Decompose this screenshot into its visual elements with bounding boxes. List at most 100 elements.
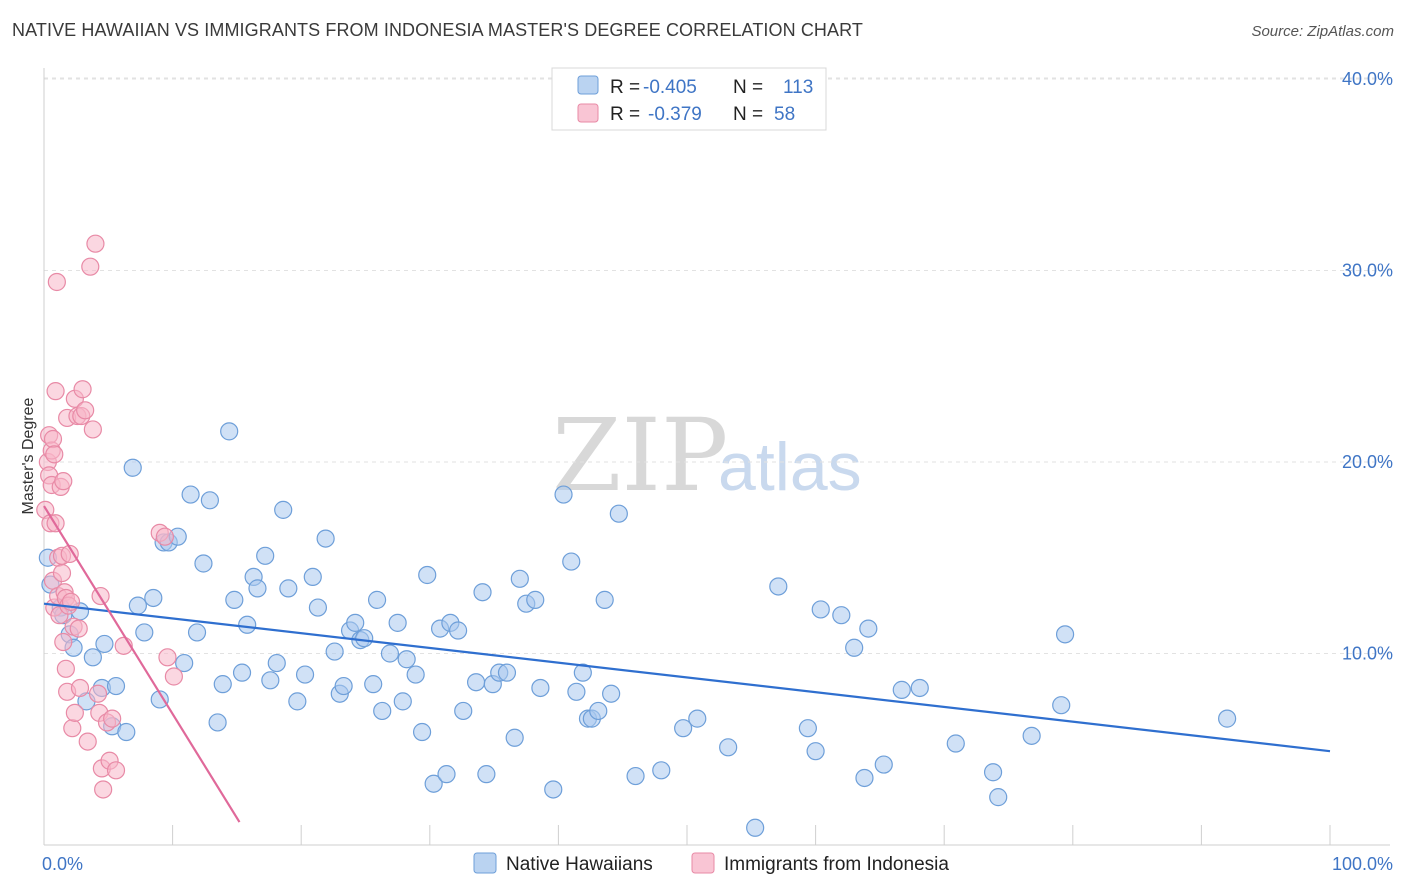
data-point [238,615,257,634]
legend-r-value: -0.405 [643,77,697,98]
data-point [150,690,169,709]
data-point [279,579,298,598]
data-point [52,563,72,583]
data-point [364,675,383,694]
data-point [946,734,965,753]
x-axis-ticks [43,825,1331,845]
data-point [798,719,817,738]
y-tick-label: 20.0% [1342,452,1393,472]
x-tick-label: 100.0% [1332,854,1393,874]
data-point [473,583,492,602]
watermark-atlas: atlas [718,429,862,505]
data-point [367,590,387,609]
data-point [213,675,232,694]
data-point [688,709,707,728]
data-point [158,648,177,667]
data-point [573,663,592,682]
legend-n-label: N = [733,104,763,125]
data-point [373,701,392,721]
data-point [892,680,911,699]
data-point [232,663,252,682]
data-point [989,788,1008,807]
data-point [983,763,1003,782]
bottom-legend-native-hawaiians: Native Hawaiians [506,854,653,875]
data-point [855,768,874,788]
data-point [589,701,608,721]
data-point [626,766,645,786]
data-point [200,491,219,510]
data-point [295,665,315,684]
data-point [811,600,830,619]
data-point [135,623,154,642]
data-point [274,500,293,519]
data-point [86,234,105,253]
data-point [56,659,75,678]
y-axis-label: Master's Degree [20,397,37,514]
data-point [1055,625,1075,644]
data-point [437,765,456,784]
y-tick-labels: 10.0% 20.0% 30.0% 40.0% [1342,69,1393,664]
data-point [54,472,73,491]
data-point [454,701,473,721]
data-point [595,590,614,609]
data-point [910,678,929,698]
data-point [267,653,286,673]
data-point [397,650,416,669]
data-point [69,619,88,638]
data-point [769,577,788,596]
data-point [261,671,280,690]
data-point [106,761,126,780]
data-point [393,692,412,711]
data-point [83,420,102,439]
data-point [70,678,90,698]
data-point [505,728,524,747]
data-point [144,588,163,608]
data-point [46,382,65,401]
data-point [73,380,92,399]
data-point [418,565,437,585]
data-point [526,590,545,609]
legend-r-label: R = [610,104,640,125]
data-point [477,765,496,784]
data-point [63,719,82,738]
data-point [334,676,353,696]
data-point [123,458,142,477]
data-point [54,632,73,652]
data-point [94,780,113,799]
data-point [554,485,573,504]
bottom-legend-immigrants-from-indonesia: Immigrants from Indonesia [724,854,949,875]
data-point [859,619,878,638]
data-point [155,527,174,546]
data-point [220,422,239,441]
data-point [746,818,765,837]
data-point [76,401,95,420]
gridlines [44,77,1390,654]
y-tick-label: 40.0% [1342,69,1393,89]
legend-n-label: N = [733,77,763,98]
source-credit: Source: ZipAtlas.com [1251,23,1394,40]
data-point [406,665,425,684]
data-point [874,755,893,774]
data-point [1218,709,1237,728]
data-point [531,678,550,698]
data-point [466,673,486,692]
data-point [806,742,825,761]
x-tick-labels: 0.0% 100.0% [42,854,1393,874]
data-point [497,663,517,682]
data-point [510,569,529,588]
data-point [544,780,563,799]
data-point [719,738,738,757]
data-point [1052,696,1071,715]
data-point [602,684,621,703]
data-point [355,629,374,648]
data-point [88,684,108,703]
legend-r-label: R = [610,77,640,98]
data-point [187,623,207,642]
legend-swatch-immigrants-from-indonesia [577,103,599,123]
data-point [380,644,400,663]
data-point [106,676,126,696]
data-point [45,445,64,464]
data-point [288,692,307,711]
data-point [1022,726,1041,745]
